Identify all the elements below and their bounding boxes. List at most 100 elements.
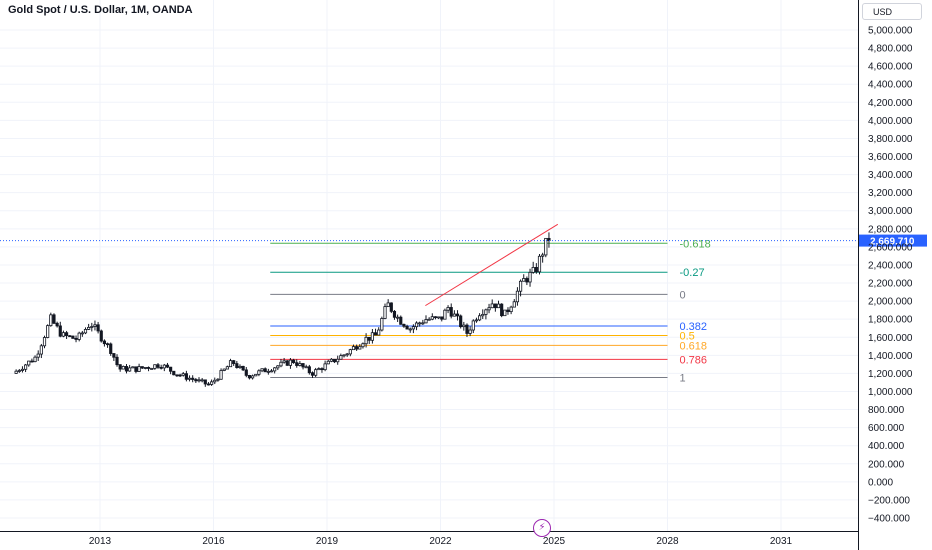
candle-body	[273, 367, 277, 372]
price-tick-label: 5,000.000	[868, 26, 913, 37]
price-tick-label: 1,400.000	[868, 351, 913, 362]
price-tick-label: 4,000.000	[868, 116, 913, 127]
price-tick-label: 4,200.000	[868, 98, 913, 109]
fib-level-label: 0.382	[680, 321, 708, 333]
candle-body	[87, 326, 91, 330]
candle-body	[462, 324, 466, 328]
fib-level-label: 0.5	[680, 330, 695, 342]
price-tick-label: 600.000	[868, 423, 905, 434]
time-tick-label: 2025	[543, 536, 566, 547]
fib-level-label: 0	[680, 289, 686, 301]
candle-body	[238, 365, 242, 368]
time-tick-label: 2028	[656, 536, 679, 547]
fib-level-label: 0.786	[680, 354, 708, 366]
fib-level-label: -0.618	[680, 238, 711, 250]
candle-body	[77, 332, 81, 340]
candle-body	[500, 303, 504, 317]
candle-body	[373, 332, 378, 336]
candle-body	[399, 316, 403, 325]
fib-level-label: 0.618	[680, 340, 708, 352]
candle-body	[515, 290, 520, 303]
last-price-label: 2,669.710	[870, 237, 915, 248]
candle-body	[440, 316, 444, 320]
candle-body	[307, 366, 311, 374]
price-tick-label: 3,200.000	[868, 188, 913, 199]
candle-body	[159, 366, 163, 369]
price-tick-label: 2,000.000	[868, 297, 913, 308]
candle-body	[427, 318, 431, 321]
candle-body	[544, 237, 548, 256]
candle-body	[39, 345, 43, 355]
candle-body	[219, 370, 223, 380]
grid	[0, 0, 858, 531]
candle-body	[367, 336, 371, 341]
fib-level-label: -0.27	[680, 267, 705, 279]
candle-body	[58, 325, 62, 337]
trend-line-drawing[interactable]	[425, 223, 559, 307]
candle-body	[503, 309, 507, 317]
currency-button[interactable]: USD	[862, 3, 922, 20]
chart-title: Gold Spot / U.S. Dollar, 1M, OANDA	[8, 4, 193, 16]
candle-body	[96, 324, 100, 332]
candle-body	[342, 354, 346, 357]
fib-level-label: 1	[680, 372, 686, 384]
candle-body	[241, 365, 245, 371]
candle-body	[184, 373, 188, 380]
candle-body	[421, 322, 425, 325]
candle-body	[487, 307, 491, 311]
candle-body	[291, 359, 296, 364]
trend-line	[425, 223, 559, 307]
candle-body	[191, 377, 195, 380]
price-tick-label: 2,600.000	[868, 242, 913, 253]
candle-body	[348, 349, 352, 355]
candle-body	[74, 338, 78, 340]
candle-body	[55, 322, 59, 327]
candle-body	[405, 325, 409, 330]
candle-body	[124, 366, 129, 372]
time-tick-label: 2031	[770, 536, 793, 547]
candle-body	[247, 375, 252, 379]
candle-body	[329, 358, 333, 362]
candle-body	[370, 332, 374, 341]
candle-body	[20, 368, 25, 371]
candle-body	[522, 278, 526, 282]
candle-body	[225, 366, 229, 370]
price-tick-label: 1,800.000	[868, 315, 913, 326]
candle-body	[68, 335, 72, 338]
candle-body	[418, 322, 422, 325]
time-tick-label: 2016	[202, 536, 225, 547]
candle-body	[244, 369, 248, 376]
candle-body	[153, 364, 157, 369]
candle-body	[83, 329, 88, 334]
candle-body	[339, 355, 343, 360]
price-tick-label: 3,400.000	[868, 170, 913, 181]
candle-body	[52, 314, 56, 324]
candle-body	[203, 379, 207, 385]
candle-body	[396, 316, 400, 319]
candle-body	[194, 379, 198, 382]
candle-body	[80, 332, 84, 335]
candle-body	[541, 254, 545, 257]
candle-body	[383, 306, 387, 319]
price-tick-label: 2,200.000	[868, 279, 913, 290]
candle-body	[484, 309, 488, 315]
lightning-icon[interactable]: ⚡	[533, 519, 551, 537]
candle-body	[285, 360, 289, 366]
candle-body	[301, 363, 305, 368]
candle-body	[437, 316, 441, 319]
price-tick-label: 3,600.000	[868, 152, 913, 163]
candle-body	[49, 314, 53, 327]
candle-body	[150, 368, 154, 370]
candle-body	[446, 307, 450, 311]
candle-body	[314, 369, 318, 376]
candle-body	[493, 303, 497, 309]
candle-body	[14, 370, 18, 374]
time-tick-label: 2022	[429, 536, 452, 547]
candle-body	[197, 379, 201, 382]
candle-body	[24, 364, 28, 370]
candle-body	[490, 303, 494, 309]
candle-body	[36, 353, 40, 358]
candle-body	[317, 368, 321, 371]
